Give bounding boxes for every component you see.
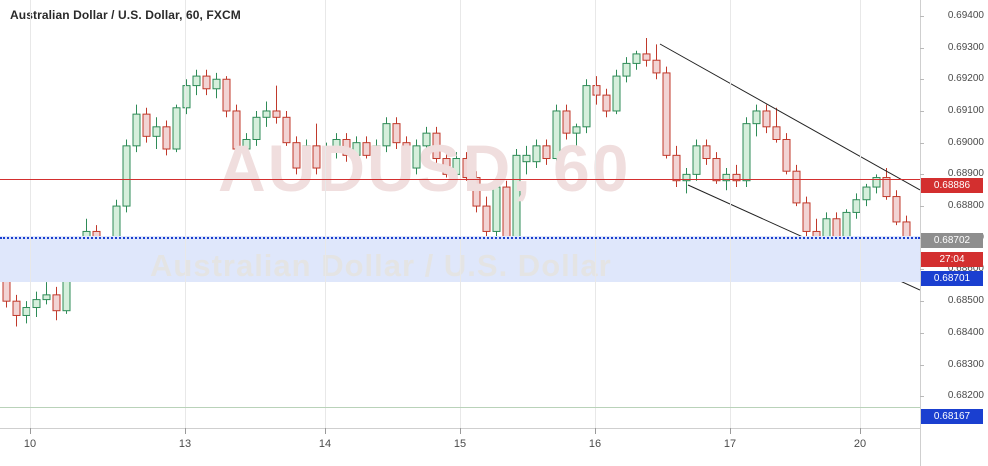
price-tick-label: 0.69200 bbox=[947, 73, 984, 85]
upper-descending-trendline bbox=[659, 43, 920, 191]
bid-price-tag[interactable]: 0.68701 bbox=[921, 271, 983, 286]
price-tick-label: 0.69000 bbox=[947, 136, 984, 148]
time-tick-label: 14 bbox=[318, 438, 332, 450]
price-tick-label: 0.68900 bbox=[947, 168, 984, 180]
time-tick-mark bbox=[460, 428, 461, 434]
watermark-name: Australian Dollar / U.S. Dollar bbox=[150, 248, 612, 283]
gridline-vertical bbox=[730, 0, 731, 428]
time-tick-mark bbox=[860, 428, 861, 434]
price-tick-mark bbox=[920, 206, 924, 208]
price-tick-mark bbox=[920, 364, 924, 366]
price-tick-mark bbox=[920, 47, 924, 49]
gridline-vertical bbox=[325, 0, 326, 428]
price-tick-label: 0.68600 bbox=[947, 263, 984, 275]
gridline-vertical bbox=[595, 0, 596, 428]
time-tick-mark bbox=[595, 428, 596, 434]
price-tick-label: 0.69300 bbox=[947, 41, 984, 53]
last-price-tag[interactable]: 0.68702 bbox=[921, 233, 983, 248]
gridline-vertical bbox=[30, 0, 31, 428]
time-tick-mark bbox=[185, 428, 186, 434]
resistance-price-tag[interactable]: 0.68886 bbox=[921, 178, 983, 193]
time-tick-label: 16 bbox=[588, 438, 602, 450]
price-tick-mark bbox=[920, 110, 924, 112]
time-axis[interactable]: 10 13 14 15 16 17 20 bbox=[0, 428, 920, 466]
resistance-line bbox=[0, 178, 920, 180]
price-tick-mark bbox=[920, 174, 924, 176]
price-tick-label: 0.68300 bbox=[947, 358, 984, 370]
low-price-tag[interactable]: 0.68167 bbox=[921, 409, 983, 424]
time-tick-label: 13 bbox=[178, 438, 192, 450]
price-tick-label: 0.69400 bbox=[947, 9, 984, 21]
bid-line bbox=[0, 237, 920, 240]
axis-separator bbox=[920, 0, 921, 466]
countdown-tag[interactable]: 27:04 bbox=[921, 252, 983, 267]
price-tick-label: 0.68200 bbox=[947, 390, 984, 402]
gridline-vertical bbox=[860, 0, 861, 428]
chart-title: Australian Dollar / U.S. Dollar, 60, FXC… bbox=[10, 8, 241, 22]
chart-plot-area[interactable]: AUDUSD, 60 Australian Dollar / U.S. Doll… bbox=[0, 0, 920, 428]
price-tick-label: 0.68400 bbox=[947, 326, 984, 338]
price-tick-mark bbox=[920, 332, 924, 334]
gridline-vertical bbox=[185, 0, 186, 428]
low-line bbox=[0, 406, 920, 408]
price-tick-mark bbox=[920, 15, 924, 17]
price-tick-mark bbox=[920, 142, 924, 144]
price-tick-mark bbox=[920, 301, 924, 303]
time-tick-mark bbox=[730, 428, 731, 434]
time-tick-label: 17 bbox=[723, 438, 737, 450]
price-tick-mark bbox=[920, 79, 924, 81]
time-tick-label: 20 bbox=[853, 438, 867, 450]
price-tick-mark bbox=[920, 269, 924, 271]
price-tick-mark bbox=[920, 396, 924, 398]
time-tick-label: 15 bbox=[453, 438, 467, 450]
gridline-vertical bbox=[460, 0, 461, 428]
watermark-symbol: AUDUSD, 60 bbox=[218, 131, 631, 205]
price-axis[interactable]: 0.69400 0.69300 0.69200 0.69100 0.69000 0.689… bbox=[920, 0, 988, 466]
time-tick-label: 10 bbox=[23, 438, 37, 450]
time-tick-mark bbox=[325, 428, 326, 434]
price-tick-label: 0.68500 bbox=[947, 295, 984, 307]
time-tick-mark bbox=[30, 428, 31, 434]
price-tick-label: 0.68800 bbox=[947, 200, 984, 212]
price-tick-label: 0.69100 bbox=[947, 104, 984, 116]
